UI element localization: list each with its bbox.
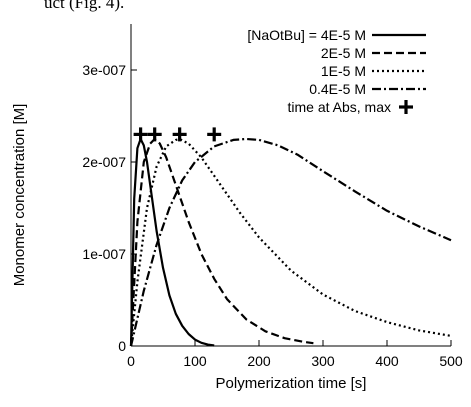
x-axis-label: Polymerization time [s]	[216, 375, 367, 392]
x-tick-label: 200	[247, 353, 271, 369]
y-tick-label: 1e-007	[82, 246, 126, 262]
x-tick-label: 300	[311, 353, 335, 369]
legend-label-2: 2E-5 M	[321, 45, 366, 61]
series-line-1	[129, 137, 215, 347]
caption-fragment: uct (Fig. 4).	[44, 0, 125, 12]
y-axis-label: Monomer concentration [M]	[11, 104, 28, 287]
y-tick-label: 0	[118, 338, 126, 354]
legend-label-4: 0.4E-5 M	[309, 81, 366, 97]
series-line-4	[129, 137, 452, 347]
x-tick-label: 0	[127, 353, 135, 369]
legend-label-1: [NaOtBu] = 4E-5 M	[247, 27, 366, 43]
legend-label-3: 1E-5 M	[321, 63, 366, 79]
y-tick-label: 3e-007	[82, 62, 126, 78]
legend-label-markers: time at Abs, max	[288, 99, 391, 115]
series-line-2	[129, 137, 314, 347]
x-tick-label: 100	[183, 353, 207, 369]
x-tick-label: 500	[439, 353, 463, 369]
x-tick-label: 400	[375, 353, 399, 369]
y-tick-label: 2e-007	[82, 154, 126, 170]
series-line-3	[129, 137, 452, 347]
